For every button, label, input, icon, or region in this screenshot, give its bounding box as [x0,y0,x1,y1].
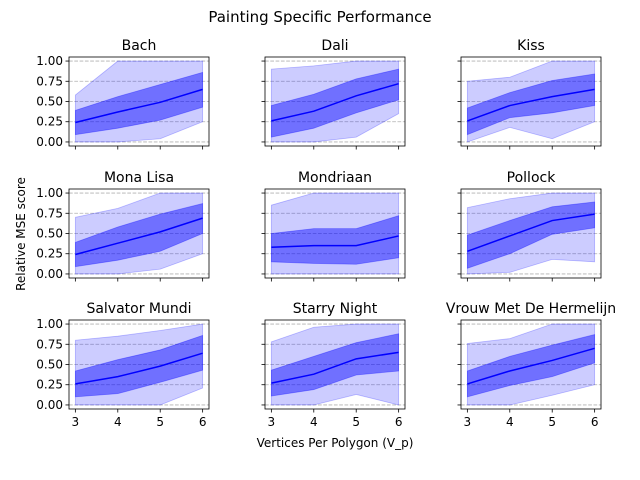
y-tick-label: 0.50 [36,95,63,109]
panel: Bach 0.00 0.25 0.50 0.75 1.00 [36,38,210,150]
panel: Dali [261,38,406,150]
panel: Mona Lisa 0.00 0.25 0.50 0.75 1.00 [36,170,210,282]
panel-title: Mondriaan [298,170,372,186]
y-axis-label: Relative MSE score [14,177,28,291]
x-tick-label: 3 [464,415,472,429]
range-band [270,60,400,143]
panel: Kiss [457,38,602,150]
y-tick-label: 0.00 [36,267,63,281]
y-tick-label: 0.25 [36,247,63,261]
range-band [74,323,204,406]
x-tick-label: 6 [591,415,599,429]
panel-title: Starry Night [293,301,378,317]
mean-line [271,82,399,122]
figure-title: Painting Specific Performance [208,8,431,26]
x-tick-label: 6 [395,415,403,429]
y-tick-label: 0.50 [36,227,63,241]
y-tick-label: 1.00 [36,54,63,68]
std-band [74,334,204,398]
mean-line [467,213,595,253]
range-band [74,60,204,143]
panel-title: Bach [122,38,157,54]
panel-title: Kiss [517,38,545,54]
y-tick-label: 0.75 [36,337,63,351]
panel: Starry Night 3 4 5 6 [261,301,406,429]
mean-line [467,88,595,122]
mean-line [75,88,203,124]
mean-line [271,351,399,384]
panel-grid: Bach 0.00 0.25 0.50 0.75 1.00 Dali Kiss Mona Lis… [36,38,616,429]
panel-title: Pollock [507,170,557,186]
y-tick-label: 1.00 [36,186,63,200]
y-tick-label: 0.75 [36,74,63,88]
panel-title: Dali [321,38,348,54]
x-tick-label: 3 [72,415,80,429]
y-tick-label: 0.25 [36,378,63,392]
x-tick-label: 4 [506,415,514,429]
std-band [270,215,400,265]
panel: Salvator Mundi 0.00 0.25 0.50 0.75 1.00 3 4 5 6 [36,301,210,429]
panel-title: Salvator Mundi [86,301,191,317]
range-band [466,323,596,406]
x-tick-label: 5 [156,415,164,429]
panel: Vrouw Met De Hermelijn 3 4 5 6 [446,301,616,429]
range-band [270,323,400,406]
panel: Pollock [457,170,602,282]
x-tick-label: 4 [114,415,122,429]
x-tick-label: 4 [310,415,318,429]
std-band [466,73,596,136]
range-band [466,192,596,275]
x-tick-label: 3 [268,415,276,429]
std-band [74,71,204,136]
std-band [270,333,400,397]
range-band [270,192,400,275]
x-tick-label: 5 [548,415,556,429]
y-tick-label: 0.50 [36,358,63,372]
mean-line [271,235,399,249]
x-tick-label: 5 [352,415,360,429]
std-band [74,203,204,268]
panel-title: Mona Lisa [104,170,174,186]
y-tick-label: 0.00 [36,135,63,149]
mean-line [75,217,203,256]
range-band [74,192,204,275]
panel-title: Vrouw Met De Hermelijn [446,301,616,317]
panel: Mondriaan [261,170,406,282]
x-axis-label: Vertices Per Polygon (V_p) [257,436,414,450]
y-tick-label: 0.00 [36,398,63,412]
mean-line [467,347,595,385]
y-tick-label: 0.75 [36,206,63,220]
y-tick-label: 0.25 [36,115,63,129]
mean-line [75,352,203,385]
x-tick-label: 6 [199,415,207,429]
y-tick-label: 1.00 [36,317,63,331]
